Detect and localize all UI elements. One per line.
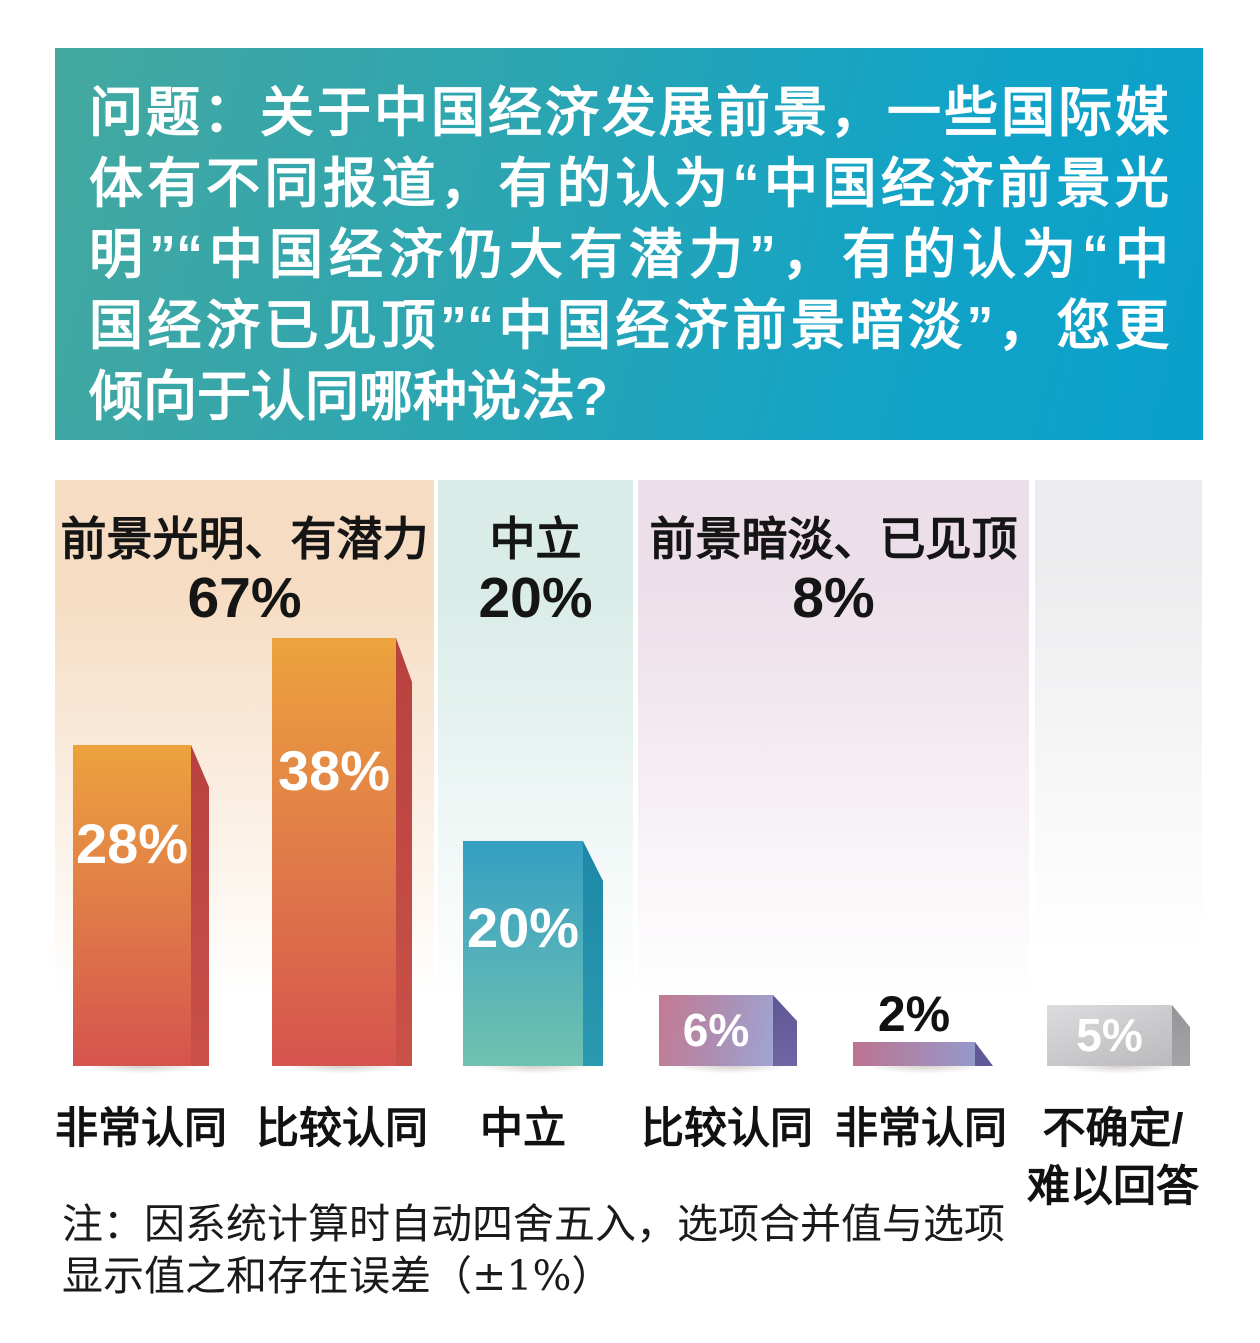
group-label: 前景光明、有潜力 <box>60 513 429 565</box>
bar-value-label: 28% <box>75 812 189 875</box>
question-line-4: 国经济已见顶”“中国经济前景暗淡”，您更 <box>89 296 1169 356</box>
bar-value-label: 38% <box>277 739 391 802</box>
group-percent: 8% <box>792 566 875 630</box>
group-header: 前景光明、有潜力 67% <box>55 512 434 628</box>
group-percent: 20% <box>478 566 593 630</box>
bar-value-label-above: 2% <box>877 986 951 1042</box>
bar-value-label: 20% <box>466 896 580 959</box>
bar-3d-side <box>583 841 603 1066</box>
footnote: 注：因系统计算时自动四舍五入，选项合并值与选项 显示值之和存在误差（±1%） <box>62 1198 1022 1302</box>
group-header: 中立 20% <box>438 512 633 628</box>
bar-uncertain: 5% <box>1047 1005 1190 1076</box>
bar-shadow <box>665 1066 795 1076</box>
axis-label-strongly-agree: 非常认同 <box>55 1105 227 1153</box>
bar-strongly-agree-dim <box>853 1042 993 1076</box>
axis-label-neutral: 中立 <box>480 1105 566 1153</box>
footnote-line-2: 显示值之和存在误差（±1%） <box>62 1252 613 1300</box>
axis-label-strongly-agree-2: 非常认同 <box>835 1105 1007 1153</box>
bar-front-face: 5% <box>1047 1005 1172 1066</box>
question-box: 问题：关于中国经济发展前景，一些国际媒 体有不同报道，有的认为“中国经济前景光 … <box>55 48 1203 440</box>
axis-label-somewhat-agree: 比较认同 <box>256 1105 428 1153</box>
bar-strongly-agree-bright: 28% <box>73 745 209 1076</box>
bar-shadow <box>1053 1066 1188 1076</box>
bar-3d-side <box>191 745 209 1066</box>
footnote-line-1: 注：因系统计算时自动四舍五入，选项合并值与选项 <box>62 1200 1005 1248</box>
question-line-3: 明”“中国经济仍大有潜力”，有的认为“中 <box>89 225 1169 285</box>
bar-front-face <box>853 1042 975 1066</box>
axis-label-uncertain: 不确定/ 难以回答 <box>1027 1105 1199 1211</box>
group-label: 中立 <box>489 513 582 565</box>
bar-somewhat-agree-dim: 6% <box>659 995 797 1076</box>
bar-3d-side <box>396 638 412 1066</box>
bar-shadow <box>79 1066 207 1076</box>
bar-3d-side <box>773 995 797 1066</box>
group-header: 前景暗淡、已见顶 8% <box>638 512 1029 628</box>
bar-3d-side <box>975 1042 993 1066</box>
group-label: 前景暗淡、已见顶 <box>649 513 1018 565</box>
group-panel-dim-prospects: 前景暗淡、已见顶 8% <box>638 480 1029 1066</box>
bar-somewhat-agree-bright: 38% <box>272 638 412 1076</box>
question-line-5: 倾向于认同哪种说法? <box>89 367 608 427</box>
question-line-2: 体有不同报道，有的认为“中国经济前景光 <box>89 154 1169 214</box>
bar-3d-side <box>1172 1005 1190 1066</box>
bar-value-label: 5% <box>1076 1008 1143 1061</box>
bar-neutral: 20% <box>463 841 603 1076</box>
bar-value-label: 6% <box>682 1003 750 1056</box>
bar-front-face: 38% <box>272 638 396 1066</box>
question-line-1: 问题：关于中国经济发展前景，一些国际媒 <box>89 83 1169 143</box>
group-panel-uncertain <box>1035 480 1202 1066</box>
axis-label-somewhat-agree-2: 比较认同 <box>641 1105 813 1153</box>
bar-shadow <box>859 1066 991 1076</box>
bar-shadow <box>469 1066 601 1076</box>
group-percent: 67% <box>187 566 302 630</box>
bar-shadow <box>278 1066 410 1076</box>
bar-front-face: 20% <box>463 841 583 1066</box>
bar-front-face: 6% <box>659 995 773 1066</box>
bar-front-face: 28% <box>73 745 191 1066</box>
